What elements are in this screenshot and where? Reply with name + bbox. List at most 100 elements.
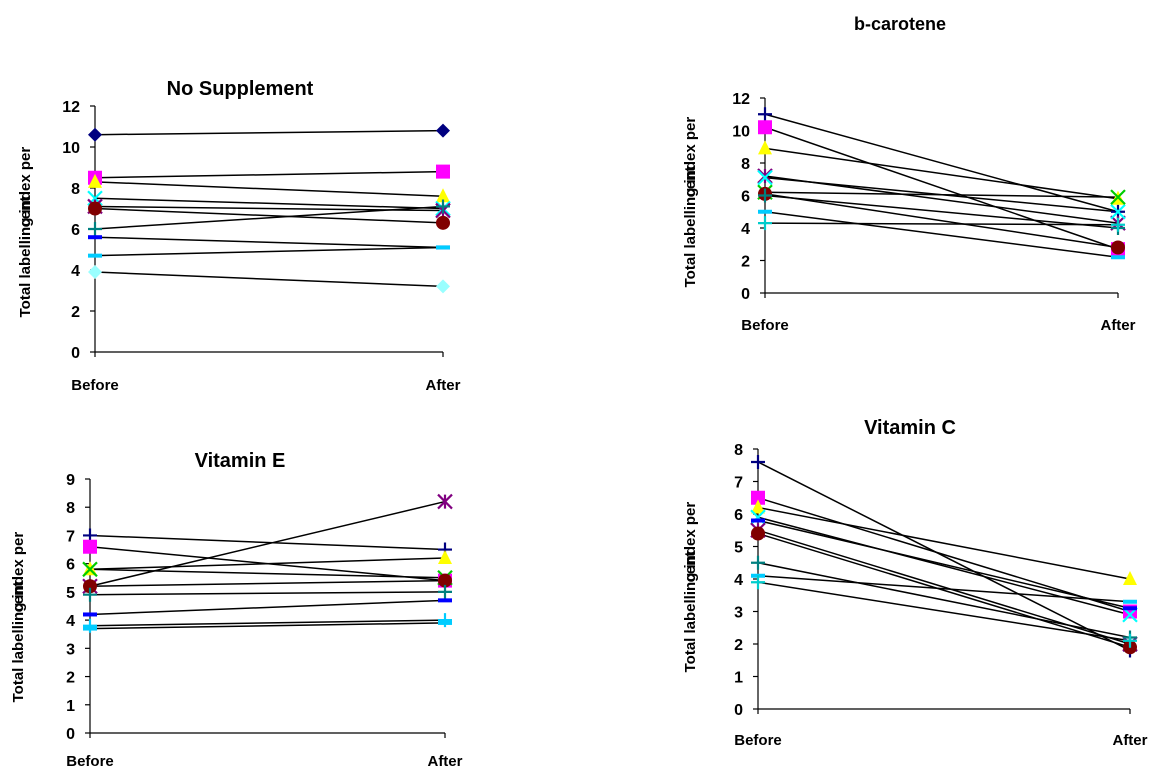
- y-tick-label: 6: [66, 557, 75, 574]
- marker-dash: [83, 612, 97, 617]
- y-axis-label-line1: Total labelling index per: [682, 117, 699, 288]
- series-line: [89, 534, 446, 551]
- marker-x: [82, 561, 98, 578]
- series-line: [757, 516, 1131, 616]
- series-line: [757, 562, 1131, 639]
- marker-star: [437, 493, 453, 510]
- y-axis-label: Total labelling index per cent: [682, 498, 699, 673]
- y-tick-label: 8: [734, 442, 743, 459]
- y-tick-label: 0: [71, 345, 80, 362]
- marker-x: [1110, 189, 1126, 205]
- y-tick-label: 6: [741, 189, 750, 206]
- marker-plus: [83, 618, 97, 633]
- x-tick-label: Before: [66, 753, 114, 770]
- marker-dash: [88, 253, 102, 258]
- marker-plus: [88, 222, 102, 236]
- y-tick-label: 5: [734, 540, 743, 557]
- marker-circle: [436, 215, 450, 230]
- series-line: [757, 519, 1131, 609]
- series-line: [94, 246, 444, 257]
- marker-dash: [88, 235, 102, 240]
- y-tick-label: 1: [66, 698, 75, 715]
- y-axis-label-line1: Total labelling index per: [17, 147, 34, 318]
- series-line: [89, 622, 446, 630]
- series-line: [764, 193, 1119, 249]
- x-tick-label: After: [425, 377, 460, 394]
- marker-triangle: [758, 140, 772, 155]
- series-line: [757, 575, 1131, 603]
- chart-title: b-carotene: [854, 14, 946, 34]
- chart-vitamin-e: Vitamin E Total labelling index per cent…: [10, 450, 463, 770]
- marker-square: [436, 164, 450, 179]
- y-axis-label: Total labelling index per cent: [17, 143, 34, 318]
- y-tick-label: 6: [71, 222, 80, 239]
- series-line: [764, 113, 1119, 213]
- x-tick-label: Before: [741, 317, 789, 334]
- marker-dash: [438, 598, 452, 603]
- y-tick-label: 10: [732, 124, 750, 141]
- y-tick-label: 0: [66, 726, 75, 743]
- y-axis-label: Total labelling index per cent: [10, 528, 27, 703]
- y-axis-label: Total labelling index per cent: [682, 113, 699, 288]
- marker-dash: [436, 245, 450, 250]
- series-line: [757, 532, 1131, 648]
- y-tick-label: 2: [66, 670, 75, 687]
- marker-diamond: [436, 279, 450, 294]
- x-tick-label: Before: [734, 732, 782, 749]
- y-axis-label-line2: cent: [682, 552, 699, 583]
- series-line: [757, 461, 1131, 652]
- x-tick-label: After: [427, 753, 462, 770]
- marker-plus: [83, 587, 97, 602]
- y-tick-label: 0: [734, 702, 743, 719]
- marker-circle: [83, 579, 97, 594]
- marker-circle: [1111, 240, 1125, 255]
- marker-dash: [1123, 599, 1137, 604]
- chart-no-supplement: No Supplement Total labelling index per …: [17, 78, 461, 394]
- series-line: [94, 129, 444, 136]
- y-tick-label: 4: [734, 572, 743, 589]
- marker-square: [83, 539, 97, 554]
- marker-plus: [1123, 633, 1137, 648]
- marker-plus: [751, 575, 765, 590]
- y-tick-label: 5: [66, 585, 75, 602]
- marker-dash: [83, 626, 97, 631]
- y-tick-label: 8: [71, 181, 80, 198]
- y-tick-label: 7: [66, 528, 75, 545]
- series-line: [757, 497, 1131, 613]
- series-line: [94, 207, 444, 224]
- marker-triangle: [751, 499, 765, 514]
- y-tick-label: 6: [734, 507, 743, 524]
- y-tick-label: 3: [66, 641, 75, 658]
- y-tick-label: 8: [741, 156, 750, 173]
- y-axis-label-line2: cent: [17, 197, 34, 228]
- y-tick-label: 2: [741, 254, 750, 271]
- marker-x: [757, 169, 773, 186]
- marker-triangle: [1123, 571, 1137, 585]
- series-line: [89, 557, 446, 571]
- chart-title: Vitamin E: [195, 450, 286, 472]
- marker-plus: [1111, 217, 1125, 232]
- marker-triangle: [88, 173, 102, 188]
- y-tick-label: 8: [66, 500, 75, 517]
- x-tick-label: Before: [71, 377, 119, 394]
- marker-plus: [758, 107, 772, 122]
- marker-diamond: [88, 265, 102, 280]
- series-line: [764, 147, 1119, 200]
- marker-plus: [758, 188, 772, 203]
- series-line: [89, 500, 446, 587]
- series-line: [764, 211, 1119, 258]
- marker-diamond: [436, 123, 450, 138]
- y-axis-label-line2: cent: [682, 167, 699, 198]
- series-line: [757, 506, 1131, 580]
- marker-star: [757, 168, 773, 184]
- marker-triangle: [438, 550, 452, 565]
- marker-plus: [751, 555, 765, 570]
- series-line: [764, 194, 1119, 229]
- y-tick-label: 4: [71, 263, 80, 280]
- marker-plus: [758, 216, 772, 231]
- y-tick-label: 4: [741, 221, 750, 238]
- x-tick-label: After: [1112, 732, 1147, 749]
- series-line: [764, 126, 1119, 250]
- series-line: [89, 599, 446, 616]
